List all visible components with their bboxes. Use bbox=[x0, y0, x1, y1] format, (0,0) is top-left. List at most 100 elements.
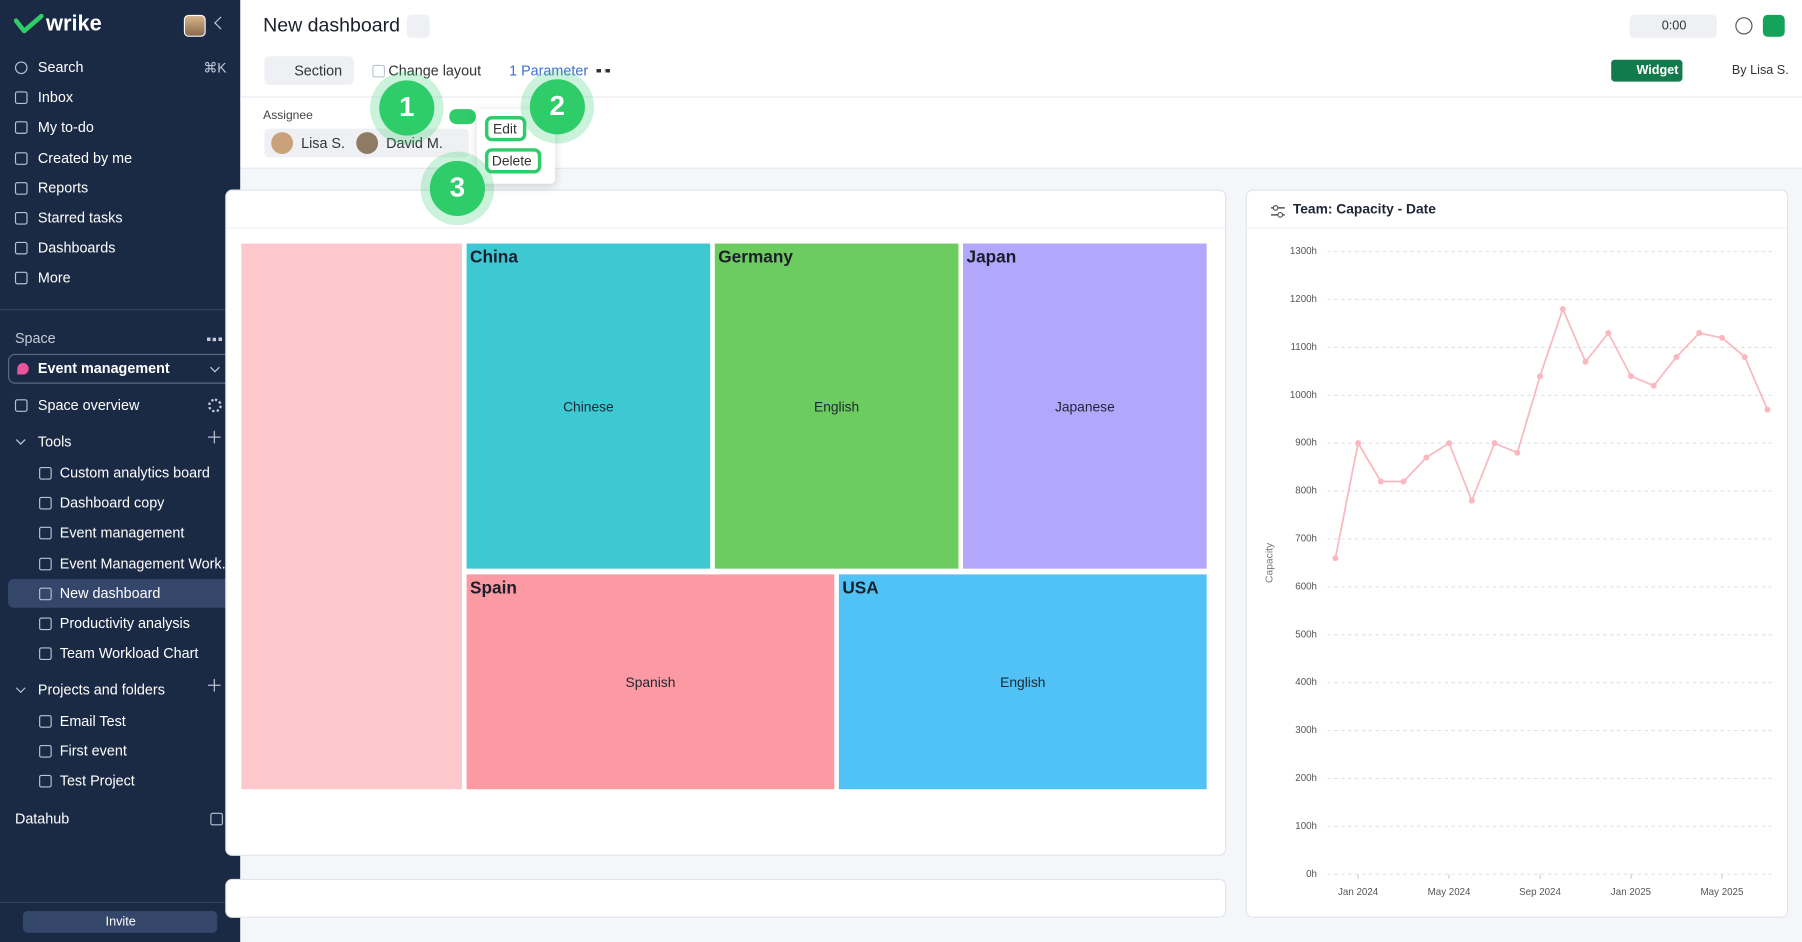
help-button[interactable] bbox=[1735, 17, 1753, 35]
icon bbox=[39, 497, 52, 510]
more-button[interactable] bbox=[596, 68, 611, 73]
icon bbox=[39, 527, 52, 540]
nav-item[interactable]: Inbox bbox=[37, 89, 74, 106]
owner[interactable]: By Lisa S. bbox=[1731, 63, 1789, 78]
y-tick-label: 1000h bbox=[1290, 390, 1317, 401]
y-tick-label: 400h bbox=[1295, 677, 1317, 688]
icon bbox=[14, 242, 28, 255]
x-tick-label: Sep 2024 bbox=[1519, 887, 1561, 898]
icon bbox=[39, 587, 52, 601]
widget-button[interactable] bbox=[1611, 59, 1683, 82]
change-layout[interactable]: Change layout bbox=[388, 62, 482, 79]
data-point bbox=[1628, 373, 1635, 380]
nav-item[interactable]: Datahub bbox=[14, 810, 70, 827]
x-tick-label: May 2025 bbox=[1701, 887, 1744, 898]
add-button[interactable] bbox=[213, 678, 216, 692]
icon bbox=[14, 91, 28, 105]
collapse-button[interactable] bbox=[214, 16, 228, 30]
nav-item[interactable]: Event management bbox=[59, 525, 185, 542]
nav-item[interactable]: Productivity analysis bbox=[59, 615, 190, 632]
section-label[interactable]: Projects and folders bbox=[37, 682, 165, 699]
section-button[interactable] bbox=[264, 56, 354, 86]
nav-item[interactable]: New dashboard bbox=[59, 585, 161, 602]
nav-item[interactable]: Search bbox=[37, 59, 84, 76]
space-name[interactable]: Event management bbox=[37, 360, 170, 377]
nav-item[interactable]: More bbox=[37, 270, 71, 287]
divider bbox=[241, 96, 1802, 98]
y-tick-label: 500h bbox=[1295, 629, 1317, 640]
data-point bbox=[1673, 353, 1680, 360]
nav-item[interactable]: Team Workload Chart bbox=[59, 645, 199, 662]
page-title: New dashboard bbox=[263, 14, 401, 37]
more-button[interactable] bbox=[206, 337, 222, 342]
nav-item[interactable]: Dashboard copy bbox=[59, 495, 165, 512]
selected-item bbox=[8, 578, 233, 608]
data-point bbox=[1718, 334, 1725, 341]
nav-item[interactable]: Event Management Work... bbox=[59, 555, 234, 572]
pin-button[interactable] bbox=[406, 14, 430, 38]
divider bbox=[0, 901, 241, 903]
chevron[interactable] bbox=[15, 435, 26, 445]
icon bbox=[39, 715, 52, 728]
data-point bbox=[1400, 478, 1407, 485]
icon bbox=[39, 466, 52, 480]
settings-icon bbox=[1271, 205, 1285, 218]
chevron[interactable] bbox=[15, 683, 26, 694]
icon bbox=[39, 775, 52, 788]
icon bbox=[39, 647, 52, 661]
y-axis-label: Capacity bbox=[1265, 542, 1276, 583]
divider bbox=[226, 227, 1226, 229]
y-tick-label: 600h bbox=[1295, 581, 1317, 592]
x-tick-label: Jan 2025 bbox=[1611, 887, 1652, 898]
avatar[interactable] bbox=[183, 14, 206, 37]
data-point bbox=[1764, 406, 1771, 413]
avatar bbox=[356, 132, 379, 154]
y-tick-label: 1300h bbox=[1290, 246, 1317, 257]
data-point bbox=[1650, 382, 1657, 389]
data-point bbox=[1491, 440, 1498, 447]
nav-item[interactable]: My to-do bbox=[37, 119, 94, 136]
icon bbox=[14, 61, 28, 75]
brand[interactable]: wrike bbox=[45, 12, 102, 37]
y-tick-label: 700h bbox=[1295, 534, 1317, 545]
nav-item[interactable]: Space overview bbox=[37, 397, 140, 414]
data-point bbox=[1741, 353, 1748, 360]
nav-item[interactable]: Test Project bbox=[59, 773, 135, 790]
icon bbox=[14, 121, 28, 135]
add-button[interactable] bbox=[1762, 14, 1785, 37]
y-tick-label: 300h bbox=[1295, 725, 1317, 736]
nav-item[interactable]: Reports bbox=[37, 179, 89, 196]
series-line bbox=[1334, 306, 1769, 559]
nav-item[interactable]: Starred tasks bbox=[37, 209, 123, 227]
x-tick-label: May 2024 bbox=[1428, 887, 1471, 898]
parameter-button[interactable]: 1 Parameter bbox=[509, 62, 589, 79]
nav-item[interactable]: First event bbox=[59, 743, 127, 760]
nav-item[interactable]: Email Test bbox=[59, 713, 126, 730]
y-tick-label: 1100h bbox=[1291, 342, 1317, 353]
data-point bbox=[1696, 330, 1703, 336]
assignee: Lisa S. bbox=[301, 135, 346, 152]
add-button[interactable] bbox=[213, 430, 216, 444]
header: New dashboard 0:00 Section Change layout 1 P… bbox=[241, 0, 1802, 169]
nav-item[interactable]: Custom analytics board bbox=[59, 464, 210, 482]
section-label: Space bbox=[14, 330, 56, 347]
settings-button[interactable] bbox=[208, 398, 222, 413]
icon bbox=[14, 211, 28, 225]
icon bbox=[39, 617, 52, 631]
widget-label: Widget bbox=[1636, 63, 1679, 78]
assignee: David M. bbox=[386, 135, 443, 152]
divider bbox=[1246, 227, 1788, 229]
nav-item[interactable]: Created by me bbox=[37, 149, 133, 166]
treemap-widget bbox=[225, 189, 1227, 856]
play-button[interactable] bbox=[1629, 14, 1717, 38]
section-label[interactable]: Tools bbox=[37, 433, 72, 451]
data-point bbox=[1332, 555, 1339, 562]
y-tick-label: 100h bbox=[1295, 821, 1317, 832]
data-point bbox=[1446, 440, 1453, 447]
nav-item[interactable]: Dashboards bbox=[37, 240, 116, 257]
icon bbox=[14, 399, 28, 412]
icon bbox=[14, 181, 28, 195]
logo-mark bbox=[13, 13, 44, 34]
invite-button[interactable]: Invite bbox=[22, 910, 218, 933]
data-point bbox=[1537, 373, 1544, 380]
